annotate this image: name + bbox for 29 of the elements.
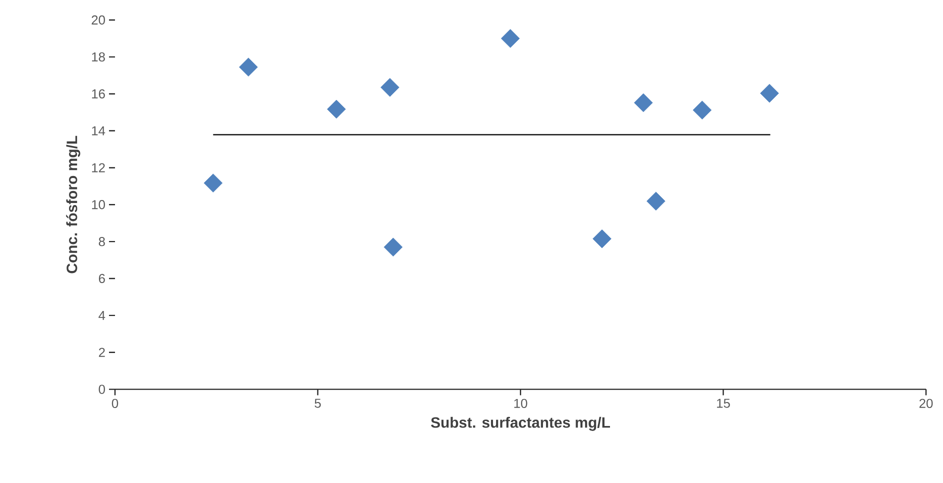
y-tick-label: 14 — [92, 126, 106, 136]
point — [204, 174, 223, 192]
y-tick-label: 0 — [98, 384, 105, 394]
x-tick-label: 10 — [514, 398, 528, 408]
y-tick-label: 2 — [98, 348, 105, 357]
point — [646, 192, 666, 211]
y-tick-label: 4 — [98, 310, 106, 320]
point — [384, 238, 403, 257]
point — [592, 229, 612, 248]
y-tick-label: 16 — [92, 89, 105, 98]
point — [239, 58, 258, 76]
y-tick-label: 6 — [98, 274, 105, 284]
y-tick-label: 20 — [92, 15, 105, 25]
point — [380, 78, 400, 97]
y-axis-title: Conc. fósforo mg/L — [66, 136, 80, 274]
x-tick-label: 15 — [717, 398, 730, 408]
y-tick-label: 18 — [92, 52, 105, 62]
point — [634, 93, 653, 112]
point — [692, 100, 712, 120]
x-tick-label: 5 — [314, 398, 321, 408]
y-tick-label: 8 — [98, 236, 105, 246]
x-axis-title: Subst. surfactantes mg/L — [430, 416, 610, 431]
point — [327, 100, 346, 119]
point — [500, 29, 520, 48]
x-tick-label: 20 — [919, 398, 933, 408]
y-tick-label: 10 — [92, 200, 105, 210]
y-tick-label: 12 — [92, 163, 105, 172]
x-tick-label: 0 — [112, 398, 118, 408]
point — [760, 84, 779, 103]
